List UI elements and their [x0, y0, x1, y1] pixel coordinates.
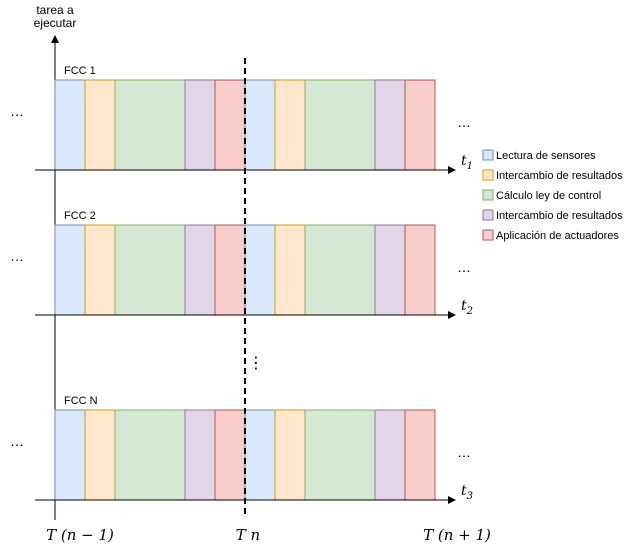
axis-label-line2: ejecutar — [34, 16, 77, 30]
block-lectura-de-sensores — [54, 224, 86, 316]
block-intercambio-de-resultados-2 — [184, 79, 216, 171]
block-calculo-ley-de-control — [114, 224, 186, 316]
time-axis-label: t1 — [461, 153, 473, 172]
ellipsis-left: … — [10, 248, 24, 264]
block-aplicacion-de-actuadores — [404, 224, 436, 316]
block-intercambio-de-resultados-2 — [184, 224, 216, 316]
time-label-middle: T n — [236, 526, 260, 544]
block-intercambio-de-resultados-2 — [184, 409, 216, 501]
ellipsis-right: … — [457, 114, 471, 130]
fcc-row: FCC N t3 … … — [10, 395, 473, 504]
block-aplicacion-de-actuadores — [214, 79, 246, 171]
block-intercambio-de-resultados-2 — [374, 224, 406, 316]
legend-item: Intercambio de resultados — [482, 169, 623, 182]
block-calculo-ley-de-control — [304, 79, 376, 171]
block-intercambio-de-resultados — [274, 409, 306, 501]
block-intercambio-de-resultados-2 — [374, 79, 406, 171]
legend-swatch — [482, 229, 494, 241]
block-intercambio-de-resultados — [274, 79, 306, 171]
vertical-ellipsis: ⋮ — [248, 355, 264, 372]
block-calculo-ley-de-control — [114, 409, 186, 501]
ellipsis-right: … — [457, 259, 471, 275]
block-intercambio-de-resultados — [274, 224, 306, 316]
time-label-left: T (n − 1) — [46, 526, 114, 544]
legend-swatch — [482, 149, 494, 161]
time-label-right: T (n + 1) — [423, 526, 491, 544]
fcc-row: FCC 2 t2 … … — [10, 210, 473, 319]
block-aplicacion-de-actuadores — [214, 409, 246, 501]
legend-label: Lectura de sensores — [496, 150, 596, 162]
axis-label-line1: tarea a — [36, 3, 74, 17]
block-calculo-ley-de-control — [304, 224, 376, 316]
block-intercambio-de-resultados — [84, 224, 116, 316]
block-lectura-de-sensores — [244, 409, 276, 501]
block-lectura-de-sensores — [244, 79, 276, 171]
time-axis-label: t2 — [461, 298, 473, 317]
block-lectura-de-sensores — [54, 409, 86, 501]
legend-label: Cálculo ley de control — [496, 190, 601, 202]
ellipsis-left: … — [10, 433, 24, 449]
block-calculo-ley-de-control — [114, 79, 186, 171]
time-axis-label: t3 — [461, 483, 473, 502]
legend-item: Aplicación de actuadores — [482, 229, 619, 242]
legend-item: Cálculo ley de control — [482, 189, 601, 202]
block-aplicacion-de-actuadores — [404, 409, 436, 501]
block-aplicacion-de-actuadores — [214, 224, 246, 316]
fcc-row: FCC 1 t1 … … — [10, 65, 473, 174]
legend-item: Lectura de sensores — [482, 149, 596, 162]
legend-item: Intercambio de resultados — [482, 209, 623, 222]
fcc-label: FCC 1 — [64, 65, 96, 77]
fcc-label: FCC 2 — [64, 210, 96, 222]
block-lectura-de-sensores — [54, 79, 86, 171]
legend-label: Intercambio de resultados — [496, 210, 623, 222]
block-intercambio-de-resultados — [84, 79, 116, 171]
block-intercambio-de-resultados — [84, 409, 116, 501]
legend: Lectura de sensores Intercambio de result… — [482, 149, 623, 242]
ellipsis-left: … — [10, 103, 24, 119]
ellipsis-right: … — [457, 444, 471, 460]
legend-swatch — [482, 209, 494, 221]
block-calculo-ley-de-control — [304, 409, 376, 501]
legend-swatch — [482, 169, 494, 181]
block-aplicacion-de-actuadores — [404, 79, 436, 171]
legend-label: Intercambio de resultados — [496, 170, 623, 182]
block-lectura-de-sensores — [244, 224, 276, 316]
legend-swatch — [482, 189, 494, 201]
legend-label: Aplicación de actuadores — [496, 230, 619, 242]
fcc-label: FCC N — [64, 395, 98, 407]
block-intercambio-de-resultados-2 — [374, 409, 406, 501]
